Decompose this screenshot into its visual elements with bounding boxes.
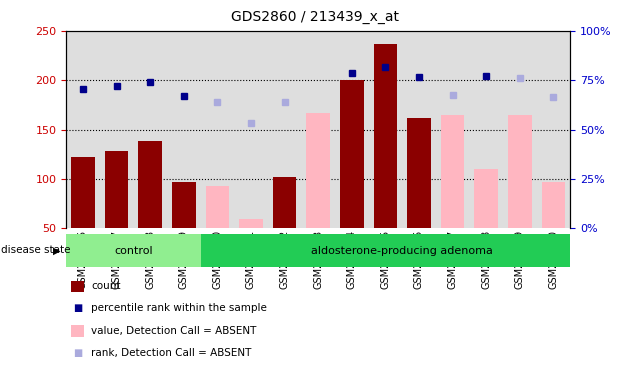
Bar xyxy=(66,234,200,267)
Bar xyxy=(100,31,134,228)
Bar xyxy=(340,80,364,228)
Bar xyxy=(167,31,200,228)
Bar xyxy=(537,31,570,228)
Bar xyxy=(441,115,464,228)
Bar xyxy=(66,31,100,228)
Bar xyxy=(407,118,431,228)
Bar xyxy=(474,169,498,228)
Text: GDS2860 / 213439_x_at: GDS2860 / 213439_x_at xyxy=(231,10,399,23)
Bar xyxy=(268,31,301,228)
Bar xyxy=(239,218,263,228)
Bar xyxy=(139,141,162,228)
Bar xyxy=(205,186,229,228)
Text: count: count xyxy=(91,281,121,291)
Bar xyxy=(469,31,503,228)
Bar xyxy=(374,43,397,228)
Bar xyxy=(172,182,195,228)
Bar xyxy=(508,115,532,228)
Bar xyxy=(71,157,94,228)
Bar xyxy=(503,31,537,228)
Bar xyxy=(105,151,129,228)
Text: ■: ■ xyxy=(73,348,82,358)
Bar xyxy=(234,31,268,228)
Bar xyxy=(335,31,369,228)
Text: value, Detection Call = ABSENT: value, Detection Call = ABSENT xyxy=(91,326,257,336)
Bar xyxy=(436,31,469,228)
Text: disease state: disease state xyxy=(1,245,71,255)
Text: ■: ■ xyxy=(73,303,82,313)
Bar xyxy=(301,31,335,228)
Text: rank, Detection Call = ABSENT: rank, Detection Call = ABSENT xyxy=(91,348,252,358)
Bar xyxy=(200,31,234,228)
Bar xyxy=(273,177,296,228)
Bar xyxy=(542,182,565,228)
Bar xyxy=(134,31,167,228)
Text: ▶: ▶ xyxy=(53,245,60,255)
Text: control: control xyxy=(114,245,152,256)
Text: percentile rank within the sample: percentile rank within the sample xyxy=(91,303,267,313)
Bar xyxy=(402,31,436,228)
Bar xyxy=(306,113,330,228)
Bar xyxy=(369,31,402,228)
Text: aldosterone-producing adenoma: aldosterone-producing adenoma xyxy=(311,245,493,256)
Bar xyxy=(200,234,570,267)
